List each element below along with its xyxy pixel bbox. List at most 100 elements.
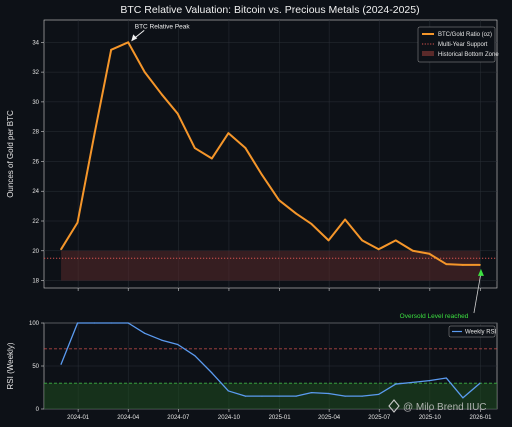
y-tick-label: 22 (32, 219, 39, 225)
rsi-point (144, 332, 146, 334)
price-ratio-legend-box (417, 26, 496, 63)
watermark-logo-icon (388, 399, 400, 413)
ratio-line (60, 41, 480, 266)
rsi-point (227, 390, 229, 392)
y-tick-label: 50 (32, 364, 39, 370)
y-tick-label: 32 (32, 70, 39, 76)
rsi-point (295, 395, 297, 397)
y-tick-label: 28 (32, 130, 39, 136)
y-tick-label: 26 (32, 159, 39, 165)
rsi-point (378, 393, 380, 395)
legend-label-rsi: Weekly RSI (465, 330, 497, 336)
relative-peak-arrow-head (131, 34, 138, 42)
legend-label-bottom-zone: Historical Bottom Zone (438, 52, 499, 58)
x-tick-label: 2024-10 (218, 415, 241, 421)
ratio-point (143, 71, 146, 74)
oversold-arrow-head (477, 268, 484, 276)
ratio-point (210, 157, 213, 160)
y-tick-label: 30 (32, 100, 39, 106)
ratio-point (110, 48, 113, 51)
relative-peak-label: BTC Relative Peak (135, 23, 191, 30)
rsi-point (412, 381, 414, 383)
rsi-legend: Weekly RSI (448, 325, 497, 338)
rsi-point (445, 377, 447, 379)
price-ratio-y-axis-label: Ounces of Gold per BTC (6, 110, 15, 198)
x-tick-label: 2025-10 (419, 415, 442, 421)
rsi-panel: 0 50 100 2024-01 2024-04 2024-07 2024-10 2025-… (6, 321, 498, 421)
ratio-point (411, 249, 414, 252)
price-ratio-plot-area (43, 19, 498, 289)
price-ratio-panel: 18 20 22 24 26 28 30 32 34 Ounces of Gold per BT… (6, 19, 499, 291)
x-tick-label: 2026-01 (469, 415, 492, 421)
btc-gold-ratio-series (60, 41, 481, 266)
ratio-point (361, 239, 364, 242)
rsi-point (127, 322, 129, 324)
oversold-arrow (473, 272, 482, 314)
rsi-x-ticks: 2024-01 2024-04 2024-07 2024-10 2025-01 2025-… (67, 409, 492, 421)
ratio-point (227, 132, 230, 135)
ratio-point (160, 93, 163, 96)
rsi-point (244, 395, 247, 397)
rsi-point (462, 397, 464, 399)
rsi-point (110, 322, 112, 324)
ratio-point (193, 147, 196, 149)
rsi-point (428, 380, 430, 382)
x-tick-label: 2024-04 (117, 415, 140, 421)
ratio-point (344, 218, 346, 221)
legend-label-ratio: BTC/Gold Ratio (oz) (438, 32, 492, 38)
rsi-point (60, 363, 62, 365)
rsi-point (479, 382, 481, 384)
ratio-point (310, 223, 313, 225)
relative-peak-arrow (133, 29, 145, 39)
ratio-point (327, 239, 330, 242)
ratio-point (278, 199, 280, 202)
rsi-point (94, 322, 96, 324)
watermark-diamond-shape (388, 399, 400, 413)
x-tick-label: 2025-01 (269, 415, 292, 421)
rsi-point (310, 392, 313, 394)
ratio-point (127, 41, 130, 44)
y-tick-label: 18 (32, 279, 39, 285)
ratio-point (60, 248, 62, 251)
watermark: @ Milo Brend IIUC (388, 399, 487, 413)
ratio-point (295, 212, 297, 215)
rsi-y-axis-label: RSI (Weekly) (6, 342, 15, 389)
price-ratio-legend: BTC/Gold Ratio (oz) Multi-Year Support H… (417, 26, 499, 63)
rsi-point (278, 395, 280, 397)
legend-label-support: Multi-Year Support (438, 42, 488, 48)
rsi-point (161, 339, 163, 341)
ratio-point (428, 252, 431, 255)
weekly-rsi-series (60, 322, 481, 399)
rsi-point (344, 395, 346, 397)
price-ratio-x-ticks (77, 288, 481, 291)
ratio-point (76, 221, 79, 224)
rsi-point (395, 383, 397, 385)
rsi-line (60, 322, 481, 399)
x-tick-label: 2024-07 (167, 415, 190, 421)
x-tick-label: 2025-07 (368, 415, 391, 421)
price-ratio-y-ticks: 18 20 22 24 26 28 30 32 34 (32, 40, 44, 285)
ratio-point (176, 112, 179, 115)
y-tick-label: 34 (32, 40, 39, 46)
rsi-point (76, 322, 79, 324)
rsi-y-ticks: 0 50 100 (29, 321, 44, 413)
watermark-text: @ Milo Brend IIUC (403, 402, 487, 413)
relative-peak-annotation: BTC Relative Peak (131, 23, 191, 42)
ratio-point (261, 173, 263, 176)
x-tick-label: 2024-01 (67, 415, 90, 421)
ratio-point (244, 147, 247, 149)
rsi-point (177, 343, 179, 346)
oversold-annotation: Oversold Level reached (400, 268, 484, 320)
oversold-label: Oversold Level reached (400, 313, 469, 320)
rsi-point (194, 355, 196, 357)
y-tick-label: 20 (32, 249, 39, 255)
rsi-point (327, 392, 330, 395)
ratio-point (394, 239, 397, 242)
rsi-point (211, 372, 213, 374)
y-tick-label: 24 (32, 189, 39, 195)
ratio-point (377, 248, 380, 251)
ratio-point (461, 264, 464, 266)
legend-swatch-bottom-zone (422, 51, 434, 56)
chart-title: BTC Relative Valuation: Bitcoin vs. Prec… (120, 4, 419, 16)
y-tick-label: 0 (36, 407, 40, 413)
